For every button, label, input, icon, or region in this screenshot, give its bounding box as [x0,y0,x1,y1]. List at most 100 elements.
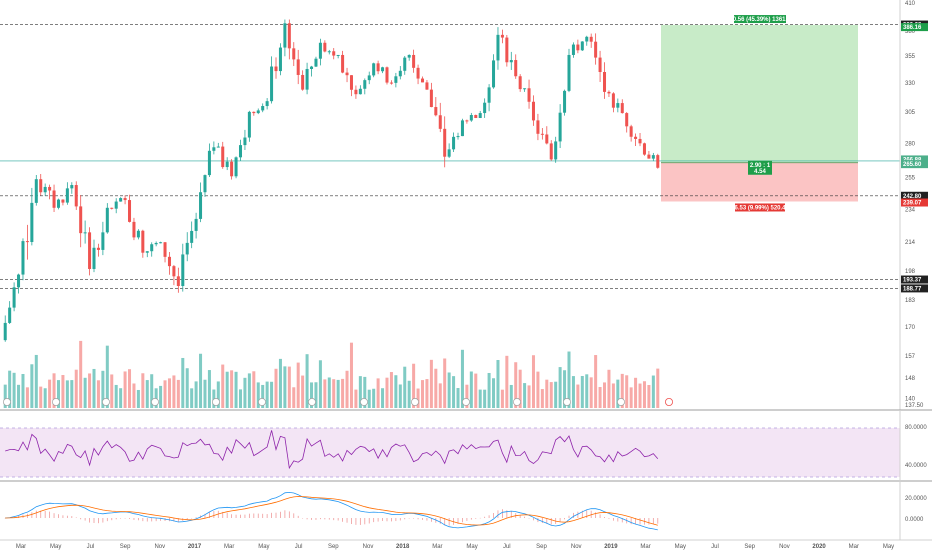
volume-bar [132,383,136,408]
dividend-marker[interactable] [308,398,316,406]
volume-bar [283,366,287,408]
macd-histogram-bar [35,510,37,518]
volume-bar [580,375,584,408]
time-tick: May [883,544,894,550]
price-tag: 265.60 [901,160,928,169]
dividend-marker[interactable] [212,398,220,406]
volume-bar [207,370,211,408]
volume-bar [261,384,265,408]
volume-bar [518,369,522,408]
volume-bar [105,345,109,408]
candle-body [247,111,251,138]
price-axis[interactable]: 410 380 355 330 305 280 255 234 214 198 183 170 157 1… [905,1,924,409]
dividend-marker[interactable] [462,398,470,406]
candle-body [580,41,584,51]
macd-histogram-bar [66,515,68,518]
stop-label-text: 26.53 (9.99%) 520.45 [731,205,789,211]
volume-bar [163,380,167,408]
volume-bar [367,389,371,408]
macd-histogram-bar [568,515,570,518]
candle-body [478,113,482,119]
dividend-marker[interactable] [563,398,571,406]
candle-body [603,72,607,92]
macd-histogram-bar [612,518,614,521]
candle-body [17,274,21,288]
macd-histogram-bar [102,518,104,523]
volume-bar [3,384,7,408]
macd-histogram-bar [657,518,659,524]
candle-body [611,93,615,108]
macd-histogram-bar [528,518,530,519]
volume-bar [585,374,589,408]
volume-bar [607,369,611,408]
ratio-label[interactable]: 2.90 : 1 4.54 [748,160,772,175]
macd-histogram-bar [209,511,210,518]
candle-body [172,266,176,277]
candle-body [420,78,425,83]
volume-bar [540,389,544,408]
volume-bar [301,375,305,408]
candle-body [416,67,420,79]
dividend-marker[interactable] [3,398,11,406]
volume-bar [83,377,87,408]
price-tick: 305 [905,110,916,116]
dividend-marker[interactable] [513,398,521,406]
candle-body [34,179,38,203]
time-axis[interactable]: Mar May Jul Sep Nov 2017 Mar May Jul Sep Nov 2018 Ma… [16,544,894,550]
macd-histogram-bar [195,517,197,518]
candle-body [656,155,660,168]
candle-body [412,54,416,68]
volume-bar [252,371,256,408]
candle-body [598,57,602,73]
volume-bar [39,386,43,408]
volume-bar [634,377,638,408]
volume-bar [136,389,140,408]
macd-histogram-bar [399,518,401,521]
candle-body [25,241,29,243]
volume-bar [603,382,607,408]
dividend-marker[interactable] [411,398,419,406]
dividend-marker[interactable] [617,398,625,406]
dividend-marker[interactable] [102,398,110,406]
dividend-marker[interactable] [258,398,266,406]
candle-body [438,115,442,129]
macd-histogram-bar [266,514,268,518]
macd-histogram-bar [333,518,335,521]
volume-bar [554,381,558,408]
macd-histogram-bar [448,518,450,526]
candle-body [531,101,535,121]
volume-bar [278,358,282,408]
candle-body [398,70,402,77]
macd-histogram-bar [639,518,641,525]
candle-body [119,198,123,202]
earnings-marker[interactable] [665,397,674,406]
candle-body [150,244,154,252]
macd-histogram-bar [306,518,308,520]
rsi-tick: 80.0000 [905,425,927,431]
macd-histogram-bar [430,518,432,522]
volume-bar [465,384,469,408]
volume-bar [483,389,487,408]
volume-bar [372,388,376,408]
volume-bar [447,372,451,408]
volume-bar [176,379,180,408]
volume-bar [114,384,118,408]
target-label[interactable]: 120.56 (45.39%) 1361.68 [726,15,795,24]
volume-bar [287,366,291,408]
stop-label[interactable]: 26.53 (9.99%) 520.45 [731,203,790,212]
volume-bar [496,360,500,408]
candle-body [305,68,309,90]
macd-histogram-bar [524,516,526,518]
volume-bar [563,370,567,408]
dividend-marker[interactable] [151,398,159,406]
macd-histogram-bar [337,518,339,521]
volume-bar [234,371,238,408]
volume-bar [478,389,482,408]
macd-histogram-bar [129,518,130,519]
dividend-marker[interactable] [52,398,60,406]
dividend-marker[interactable] [360,398,368,406]
volume-bar [469,371,473,408]
macd-histogram-bar [519,515,521,518]
candle-body [332,51,336,56]
volume-bar [629,387,633,408]
